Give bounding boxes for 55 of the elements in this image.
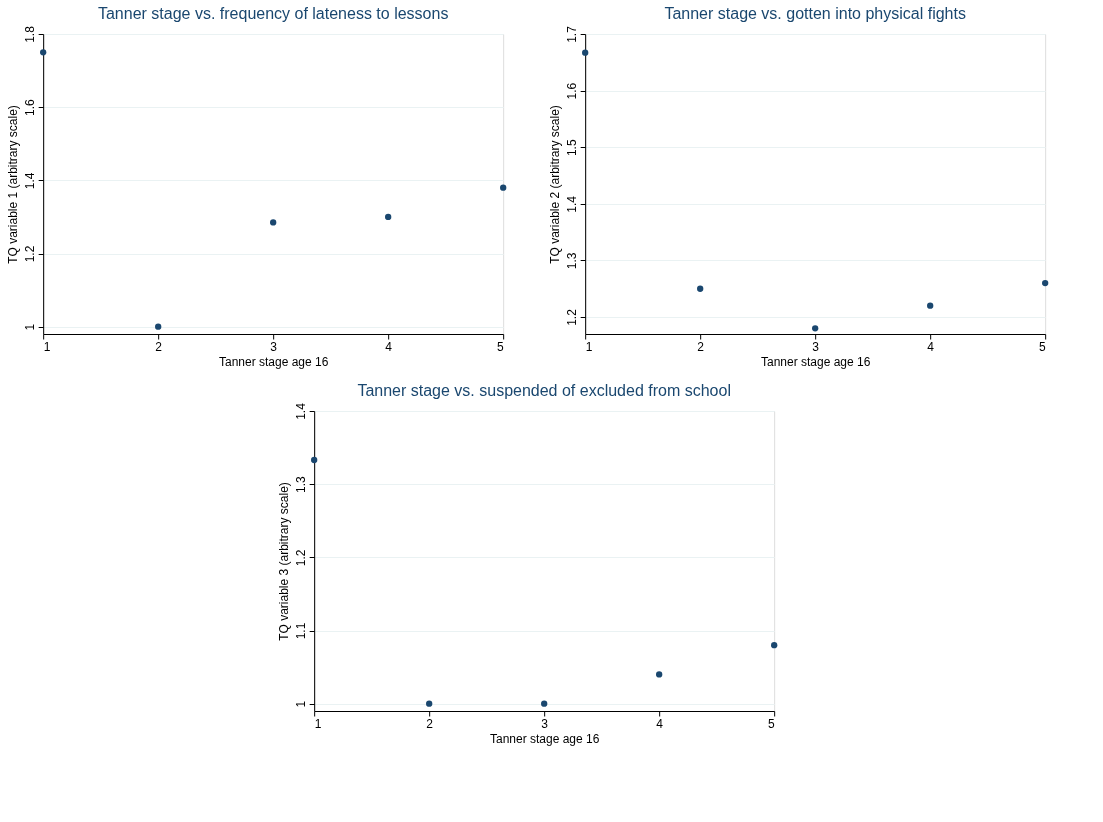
chart-title: Tanner stage vs. frequency of lateness to lessons [97,4,449,22]
x-tick-label: 4 [656,716,664,731]
y-tick-label: 1.7 [564,25,579,43]
point [155,323,162,330]
y-tick-label: 1.2 [22,245,37,263]
chart-title: Tanner stage vs. gotten into physical fights [664,4,966,22]
y-tick-label: 1.4 [564,195,579,213]
point [1042,279,1049,287]
x-tick-label: 2 [697,339,705,354]
point [500,184,507,191]
point [311,456,318,464]
x-axis-title: Tanner stage age 16 [489,731,600,746]
x-axis-title: Tanner stage age 16 [760,354,871,369]
point [426,700,433,707]
y-tick-label: 1.2 [564,308,579,326]
y-axis-title: TQ variable 3 (arbitrary scale) [276,482,291,641]
point [582,49,589,56]
y-tick-label: 1.3 [293,476,308,494]
x-tick-label: 2 [155,339,163,354]
point [656,671,663,678]
chart-title: Tanner stage vs. suspended of excluded from school [357,381,731,399]
x-tick-label: 5 [767,716,775,731]
x-tick-label: 1 [43,339,51,354]
y-tick-label: 1.2 [293,549,308,567]
x-tick-label: 1 [314,716,322,731]
x-tick-label: 4 [385,339,393,354]
point [40,49,47,56]
x-axis-title: Tanner stage age 16 [218,354,329,369]
y-tick-label: 1 [22,323,37,331]
point [771,641,778,649]
point [541,700,548,707]
y-tick-label: 1.5 [564,139,579,157]
y-tick-label: 1.3 [564,252,579,270]
point [385,213,392,221]
y-axis-title: TQ variable 2 (arbitrary scale) [547,105,562,264]
y-tick-label: 1.4 [293,402,308,420]
y-tick-label: 1.6 [564,82,579,100]
y-tick-label: 1.6 [22,99,37,117]
x-tick-label: 1 [585,339,593,354]
x-tick-label: 2 [426,716,434,731]
x-tick-label: 3 [812,339,820,354]
y-tick-label: 1.1 [293,622,308,640]
y-axis-title: TQ variable 1 (arbitrary scale) [5,105,20,264]
x-tick-label: 5 [1038,339,1046,354]
point [812,325,819,332]
point [270,219,277,226]
x-tick-label: 3 [270,339,278,354]
x-tick-label: 5 [496,339,504,354]
x-tick-label: 3 [541,716,549,731]
point [927,302,934,309]
x-tick-label: 4 [927,339,935,354]
y-tick-label: 1.4 [22,172,37,190]
y-tick-label: 1 [293,700,308,708]
y-tick-label: 1.8 [22,25,37,43]
point [697,285,704,292]
